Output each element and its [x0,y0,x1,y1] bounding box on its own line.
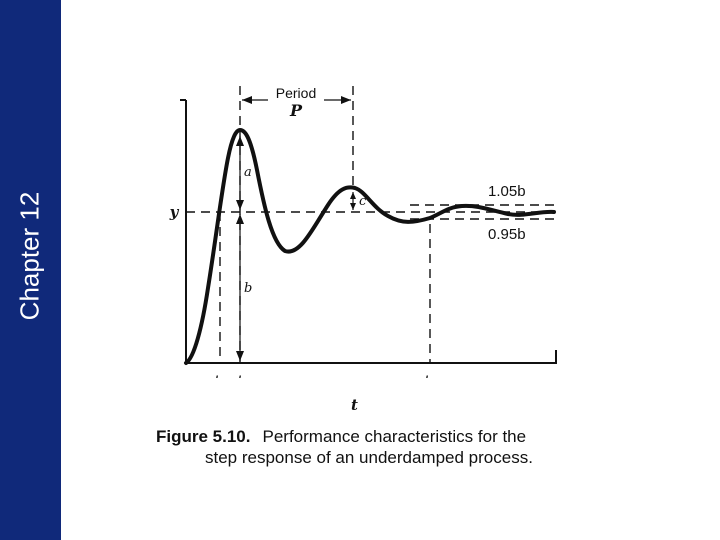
lower-band-label: 0.95b [488,226,526,243]
a-label: a [244,165,252,180]
period-label: Period [276,85,316,101]
response-curve [184,128,556,365]
tick-tr: tr [214,372,224,378]
upper-band-label: 1.05b [488,183,526,200]
tick-ts: ts [424,372,435,378]
diagram-svg: Period P y a b c 1.05b 0.95b tr tp ts [169,85,557,378]
figure-number: Figure 5.10. [156,427,251,446]
c-label: c [359,194,367,209]
step-response-diagram: Period P y a b c 1.05b 0.95b tr tp ts [150,78,580,378]
chapter-title: Chapter 12 [14,191,45,321]
y-label: y [169,203,180,221]
figure-caption: Figure 5.10. Performance characteristics … [156,426,596,468]
x-axis-label: t [351,396,358,414]
b-label: b [244,281,252,296]
period-symbol: P [289,101,303,120]
caption-line2: step response of an underdamped process. [205,448,533,467]
tick-tp: tp [237,372,249,378]
caption-line1: Performance characteristics for the [262,427,527,446]
axes [185,100,557,364]
sidebar-band: Chapter 12 [0,0,61,540]
